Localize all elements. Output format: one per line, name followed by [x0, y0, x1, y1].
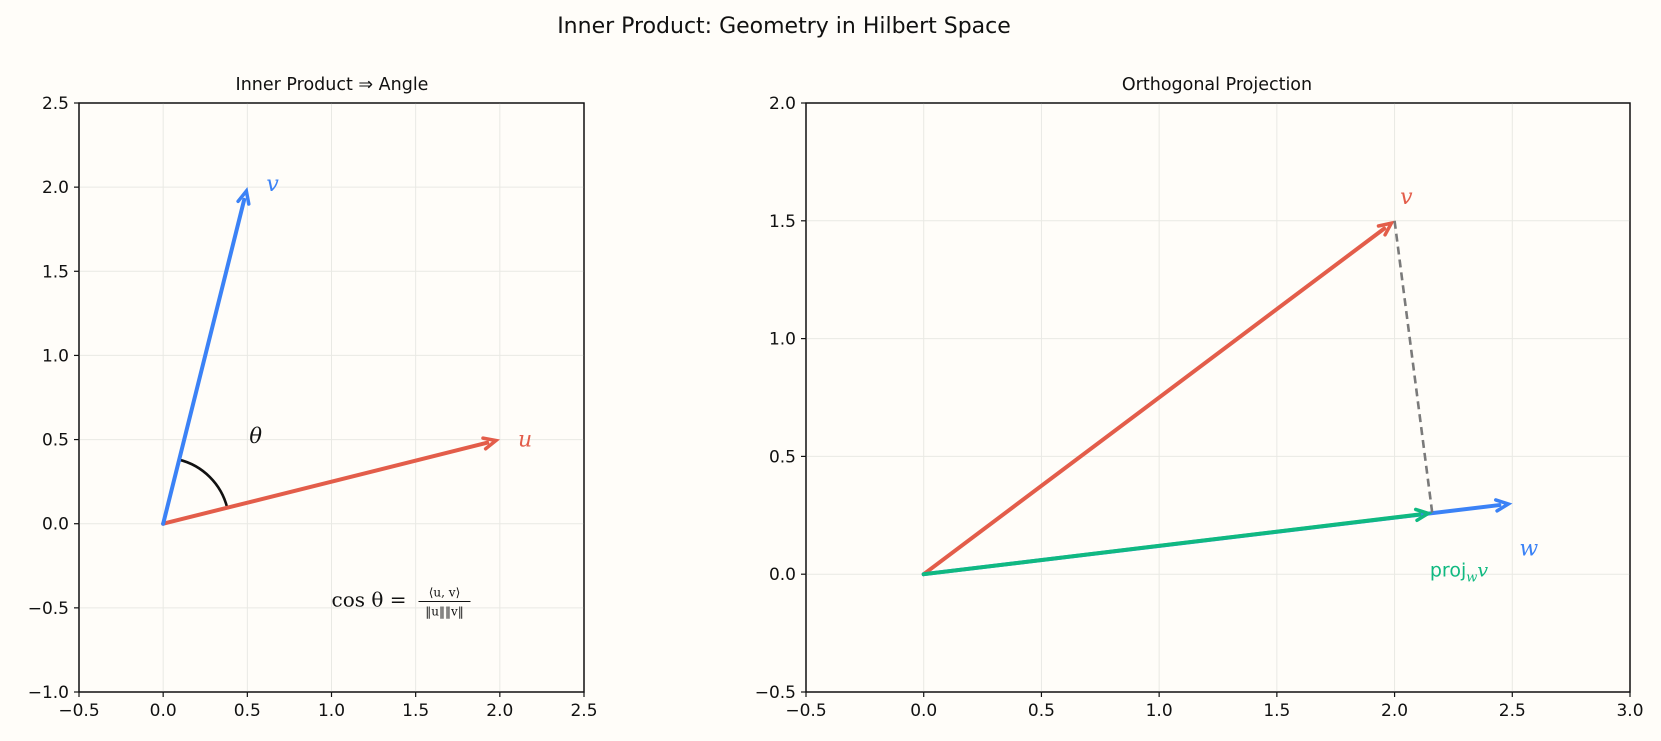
formula-denominator: ‖u‖‖v‖: [425, 604, 464, 618]
y-tick-label: 2.0: [42, 178, 69, 198]
x-tick-label: 1.5: [1263, 701, 1290, 721]
vector-v-arrowhead: [236, 186, 251, 206]
orthogonal-projection-panel: Orthogonal Projection −0.5 0.0 0.5 1.0 1.5 2.…: [755, 75, 1644, 721]
x-tick-label: 1.0: [318, 701, 345, 721]
y-tick-label: 2.0: [769, 94, 796, 114]
y-tick-label: 0.0: [769, 565, 796, 585]
vector-v-shaft: [161, 197, 247, 526]
x-tick-label: 2.0: [486, 701, 513, 721]
y-tick-label: 1.0: [769, 330, 796, 350]
projection-label-main: proj: [1430, 559, 1466, 581]
inner-product-angle-panel: Inner Product ⇒ Angle −0.5 0.0 0.5 1.0 1.5 2.…: [28, 75, 598, 721]
projection-label: projwv: [1430, 559, 1489, 585]
x-tick-label: 0.5: [234, 701, 261, 721]
x-tick-label: 1.5: [402, 701, 429, 721]
plot-area: [805, 102, 1631, 693]
y-tick-label: −0.5: [28, 599, 69, 619]
formula-numerator: ⟨u, v⟩: [429, 585, 461, 599]
vector-w-label: w: [1519, 536, 1538, 561]
y-tick-label: 1.5: [42, 262, 69, 282]
y-tick-label: −1.0: [28, 683, 69, 703]
orthogonal-residual-dashed-line: [1393, 220, 1434, 514]
figure-title: Inner Product: Geometry in Hilbert Space: [557, 14, 1011, 39]
vector-v-arrowhead: [1376, 220, 1395, 237]
plot-frame: [78, 102, 585, 693]
x-tick-label: 3.0: [1616, 701, 1643, 721]
vector-u-label: u: [518, 428, 532, 453]
y-tick-label: 0.5: [769, 447, 796, 467]
vector-u-shaft: [161, 440, 490, 526]
vector-v-label: v: [1400, 185, 1413, 210]
formula-lhs: cos θ =: [332, 587, 407, 611]
x-tick-label: −0.5: [58, 701, 99, 721]
y-tick-label: 0.0: [42, 515, 69, 535]
vector-projection-arrowhead: [1413, 507, 1433, 523]
vector-w-arrowhead: [1493, 498, 1513, 513]
y-tick-label: 1.5: [769, 212, 796, 232]
angle-theta-label: θ: [249, 424, 262, 448]
x-tick-label: 0.5: [1028, 701, 1055, 721]
panel-title-projection: Orthogonal Projection: [1122, 75, 1312, 95]
projection-label-var: v: [1477, 559, 1488, 581]
x-tick-label: 0.0: [150, 701, 177, 721]
plot-frame: [805, 102, 1631, 693]
angle-arc: [178, 458, 229, 509]
x-tick-label: −0.5: [785, 701, 826, 721]
vector-projection-shaft: [921, 512, 1422, 577]
projection-label-sub: w: [1466, 570, 1477, 585]
x-tick-label: 2.5: [1499, 701, 1526, 721]
y-tick-label: 0.5: [42, 431, 69, 451]
y-tick-label: −0.5: [755, 683, 796, 703]
vector-v-label: v: [266, 172, 279, 197]
panel-title-angle: Inner Product ⇒ Angle: [236, 75, 429, 95]
x-tick-label: 2.0: [1381, 701, 1408, 721]
vector-u-arrowhead: [481, 436, 501, 451]
x-tick-label: 0.0: [910, 701, 937, 721]
y-tick-label: 1.0: [42, 346, 69, 366]
x-tick-label: 1.0: [1146, 701, 1173, 721]
vector-v-shaft: [921, 226, 1387, 577]
y-tick-label: 2.5: [42, 94, 69, 114]
x-tick-label: 2.5: [570, 701, 597, 721]
